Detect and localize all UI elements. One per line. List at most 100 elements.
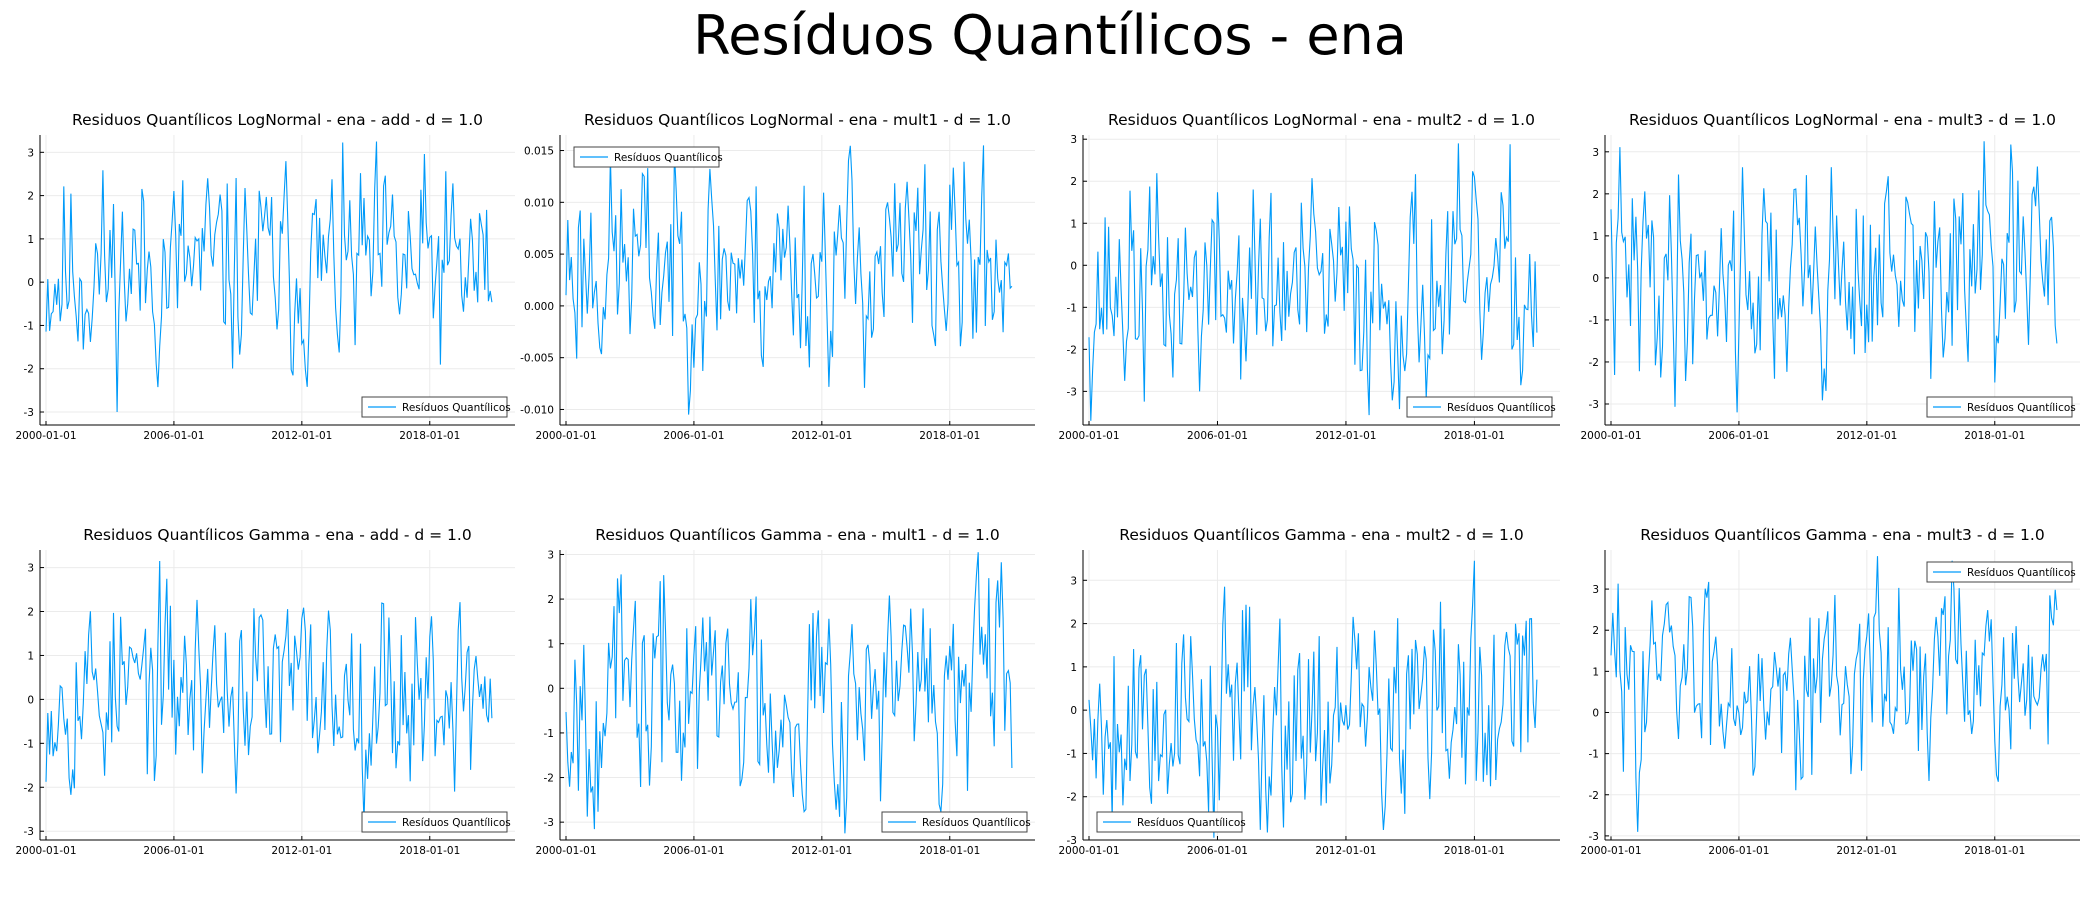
y-tick-label: 1 bbox=[27, 650, 34, 662]
y-tick-label: 1 bbox=[1592, 666, 1599, 678]
x-tick-label: 2018-01-01 bbox=[399, 845, 460, 857]
legend-box bbox=[1926, 561, 2073, 583]
y-tick-label: 3 bbox=[27, 563, 34, 575]
chart-title: Residuos Quantílicos Gamma - ena - mult2… bbox=[1119, 526, 1523, 544]
x-tick-label: 2018-01-01 bbox=[1964, 845, 2025, 857]
y-tick-label: -2 bbox=[1589, 790, 1599, 802]
y-tick-label: 0 bbox=[1070, 260, 1077, 272]
y-tick-label: 2 bbox=[27, 191, 34, 203]
x-tick-label: 2006-01-01 bbox=[143, 845, 204, 857]
y-tick-label: 2 bbox=[1592, 625, 1599, 637]
y-tick-label: 3 bbox=[27, 147, 34, 159]
y-tick-label: 1 bbox=[1592, 231, 1599, 243]
y-tick-label: 0 bbox=[1592, 273, 1599, 285]
series-line bbox=[45, 560, 493, 823]
chart-title: Residuos Quantílicos LogNormal - ena - m… bbox=[1108, 111, 1535, 129]
chart-title: Residuos Quantílicos LogNormal - ena - m… bbox=[584, 111, 1011, 129]
y-tick-label: -3 bbox=[1589, 399, 1599, 411]
x-tick-label: 2006-01-01 bbox=[1708, 845, 1769, 857]
x-tick-label: 2012-01-01 bbox=[271, 845, 332, 857]
chart-title: Residuos Quantílicos Gamma - ena - add -… bbox=[83, 526, 471, 544]
y-tick-label: -0.005 bbox=[520, 353, 554, 365]
y-tick-label: 0 bbox=[27, 694, 34, 706]
chart-title: Residuos Quantílicos Gamma - ena - mult3… bbox=[1640, 526, 2044, 544]
y-tick-label: 2 bbox=[1070, 176, 1077, 188]
y-tick-label: 0.000 bbox=[524, 301, 554, 313]
y-tick-label: 0 bbox=[547, 683, 554, 695]
chart-panel: Residuos Quantílicos LogNormal - ena - m… bbox=[1580, 111, 2080, 442]
y-tick-label: 3 bbox=[1070, 575, 1077, 587]
y-tick-label: -3 bbox=[1067, 386, 1077, 398]
x-tick-label: 2012-01-01 bbox=[1836, 845, 1897, 857]
y-tick-label: 1 bbox=[1070, 662, 1077, 674]
y-tick-label: 0.010 bbox=[524, 197, 554, 209]
x-tick-label: 2006-01-01 bbox=[1187, 430, 1248, 442]
legend-box bbox=[361, 396, 508, 418]
y-tick-label: -3 bbox=[1067, 835, 1077, 847]
x-tick-label: 2006-01-01 bbox=[1708, 430, 1769, 442]
y-tick-label: -3 bbox=[24, 826, 34, 838]
legend-label: Resíduos Quantílicos bbox=[1447, 402, 1556, 414]
y-tick-label: -2 bbox=[544, 773, 554, 785]
chart-title: Residuos Quantílicos Gamma - ena - mult1… bbox=[595, 526, 999, 544]
y-tick-label: 2 bbox=[1592, 189, 1599, 201]
chart-panel: Residuos Quantílicos Gamma - ena - mult3… bbox=[1580, 526, 2080, 857]
x-tick-label: 2018-01-01 bbox=[919, 845, 980, 857]
y-tick-label: 0.015 bbox=[524, 146, 554, 158]
x-tick-label: 2000-01-01 bbox=[535, 430, 596, 442]
y-tick-label: 0 bbox=[27, 277, 34, 289]
page-title: Resíduos Quantílicos - ena bbox=[693, 4, 1407, 67]
y-tick-label: 3 bbox=[1592, 584, 1599, 596]
x-tick-label: 2006-01-01 bbox=[143, 430, 204, 442]
x-tick-label: 2018-01-01 bbox=[399, 430, 460, 442]
series-line bbox=[565, 552, 1013, 834]
y-tick-label: -1 bbox=[1067, 302, 1077, 314]
chart-panel: Residuos Quantílicos Gamma - ena - mult1… bbox=[535, 526, 1035, 857]
y-tick-label: 2 bbox=[1070, 619, 1077, 631]
legend-label: Resíduos Quantílicos bbox=[402, 817, 511, 829]
y-tick-label: -0.010 bbox=[520, 404, 554, 416]
x-tick-label: 2000-01-01 bbox=[535, 845, 596, 857]
y-tick-label: 3 bbox=[1070, 134, 1077, 146]
x-tick-label: 2000-01-01 bbox=[1058, 430, 1119, 442]
legend-label: Resíduos Quantílicos bbox=[1967, 402, 2076, 414]
y-tick-label: -2 bbox=[1067, 344, 1077, 356]
chart-panel: Residuos Quantílicos Gamma - ena - add -… bbox=[15, 526, 515, 857]
x-tick-label: 2012-01-01 bbox=[1836, 430, 1897, 442]
series-line bbox=[1088, 560, 1538, 838]
y-tick-label: -2 bbox=[1067, 792, 1077, 804]
legend-box bbox=[881, 811, 1028, 833]
legend-box bbox=[573, 146, 720, 168]
x-tick-label: 2018-01-01 bbox=[919, 430, 980, 442]
y-tick-label: -1 bbox=[1589, 315, 1599, 327]
x-tick-label: 2000-01-01 bbox=[15, 430, 76, 442]
legend-box bbox=[1406, 396, 1553, 418]
y-tick-label: -3 bbox=[544, 817, 554, 829]
y-tick-label: 1 bbox=[27, 234, 34, 246]
y-tick-label: -3 bbox=[1589, 831, 1599, 843]
x-tick-label: 2012-01-01 bbox=[271, 430, 332, 442]
y-tick-label: 3 bbox=[1592, 147, 1599, 159]
x-tick-label: 2012-01-01 bbox=[791, 430, 852, 442]
y-tick-label: -1 bbox=[24, 738, 34, 750]
x-tick-label: 2018-01-01 bbox=[1964, 430, 2025, 442]
x-tick-label: 2018-01-01 bbox=[1444, 430, 1505, 442]
y-tick-label: 1 bbox=[1070, 218, 1077, 230]
x-tick-label: 2000-01-01 bbox=[15, 845, 76, 857]
y-tick-label: -1 bbox=[1589, 749, 1599, 761]
y-tick-label: -1 bbox=[24, 320, 34, 332]
x-tick-label: 2006-01-01 bbox=[663, 430, 724, 442]
series-line bbox=[45, 141, 493, 413]
x-tick-label: 2000-01-01 bbox=[1058, 845, 1119, 857]
legend-label: Resíduos Quantílicos bbox=[1137, 817, 1246, 829]
y-tick-label: -2 bbox=[24, 782, 34, 794]
y-tick-label: 0.005 bbox=[524, 249, 554, 261]
x-tick-label: 2000-01-01 bbox=[1580, 845, 1641, 857]
legend-label: Resíduos Quantílicos bbox=[1967, 567, 2076, 579]
y-tick-label: 0 bbox=[1592, 707, 1599, 719]
y-tick-label: -2 bbox=[1589, 357, 1599, 369]
legend-label: Resíduos Quantílicos bbox=[922, 817, 1031, 829]
y-tick-label: -1 bbox=[544, 728, 554, 740]
y-tick-label: 0 bbox=[1070, 705, 1077, 717]
